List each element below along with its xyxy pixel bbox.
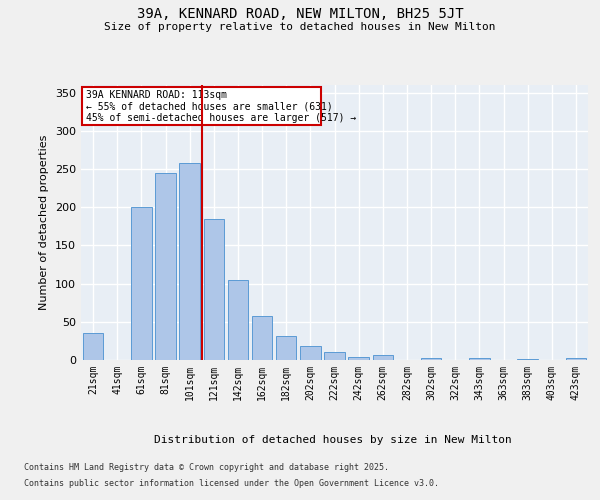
Bar	[566, 358, 586, 360]
Y-axis label: Number of detached properties: Number of detached properties	[40, 135, 49, 310]
Text: 39A, KENNARD ROAD, NEW MILTON, BH25 5JT: 39A, KENNARD ROAD, NEW MILTON, BH25 5JT	[137, 8, 463, 22]
Bar	[276, 336, 296, 360]
Bar	[517, 359, 538, 360]
Bar	[421, 358, 442, 360]
Bar	[83, 334, 103, 360]
Bar	[324, 352, 345, 360]
Text: Distribution of detached houses by size in New Milton: Distribution of detached houses by size …	[154, 435, 512, 445]
Bar	[155, 173, 176, 360]
Bar	[469, 358, 490, 360]
Bar	[252, 316, 272, 360]
Bar	[203, 218, 224, 360]
Bar	[300, 346, 320, 360]
Bar	[131, 207, 152, 360]
Bar	[373, 356, 393, 360]
Bar	[82, 88, 321, 126]
Text: 39A KENNARD ROAD: 113sqm
← 55% of detached houses are smaller (631)
45% of semi-: 39A KENNARD ROAD: 113sqm ← 55% of detach…	[86, 90, 356, 123]
Bar	[179, 163, 200, 360]
Text: Contains public sector information licensed under the Open Government Licence v3: Contains public sector information licen…	[24, 478, 439, 488]
Text: Contains HM Land Registry data © Crown copyright and database right 2025.: Contains HM Land Registry data © Crown c…	[24, 464, 389, 472]
Bar	[349, 357, 369, 360]
Text: Size of property relative to detached houses in New Milton: Size of property relative to detached ho…	[104, 22, 496, 32]
Bar	[227, 280, 248, 360]
